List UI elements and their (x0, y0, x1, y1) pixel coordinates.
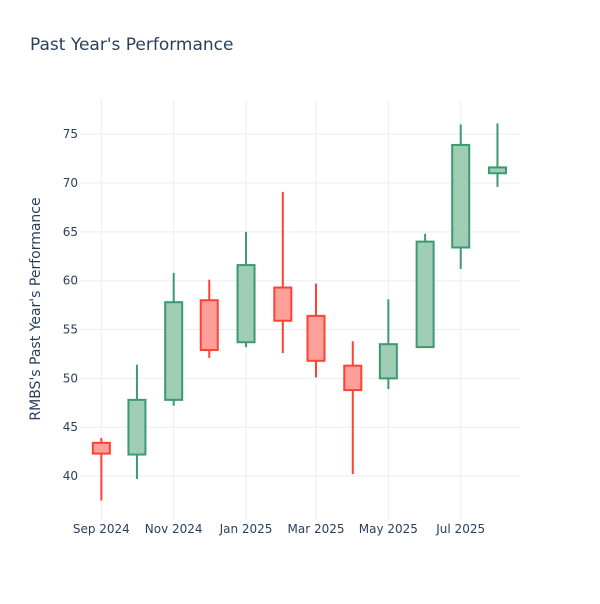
y-tick-label: 45 (63, 420, 78, 434)
candle-body (164, 301, 184, 401)
candle-body (378, 343, 398, 380)
candle-body (273, 286, 293, 322)
x-tick-label: May 2025 (359, 522, 418, 536)
candle-increasing (487, 123, 507, 187)
candle-body (199, 299, 219, 352)
candle-increasing (415, 233, 435, 349)
y-tick-label: 75 (63, 127, 78, 141)
x-tick-label: Jul 2025 (435, 522, 485, 536)
y-tick-label: 65 (63, 225, 78, 239)
candle-body (343, 364, 363, 392)
chart-title: Past Year's Performance (30, 35, 234, 55)
candle-increasing (378, 299, 398, 390)
candle-decreasing (273, 191, 293, 353)
candle-body (91, 441, 111, 455)
candle-body (415, 240, 435, 349)
candle-decreasing (91, 437, 111, 501)
candle-increasing (236, 231, 256, 348)
candle-decreasing (199, 279, 219, 358)
candle-decreasing (343, 341, 363, 475)
x-tick-label: Mar 2025 (288, 522, 345, 536)
x-tick-label: Jan 2025 (219, 522, 273, 536)
candle-increasing (451, 124, 471, 269)
candle-increasing (164, 272, 184, 406)
candle-body (306, 314, 326, 362)
y-tick-label: 40 (63, 469, 78, 483)
x-tick-label: Nov 2024 (145, 522, 203, 536)
candle-increasing (127, 364, 147, 479)
y-tick-label: 55 (63, 323, 78, 337)
candle-body (127, 398, 147, 456)
candle-body (236, 264, 256, 344)
candle-decreasing (306, 283, 326, 378)
candles (91, 123, 507, 501)
x-axis-ticks: Sep 2024 Nov 2024 Jan 2025 Mar 2025 May 2025… (73, 522, 485, 536)
x-tick-label: Sep 2024 (73, 522, 130, 536)
y-tick-label: 50 (63, 371, 78, 385)
y-axis-ticks: 40 45 50 55 60 65 70 75 (63, 127, 78, 483)
candle-body (451, 143, 471, 249)
y-axis-title: RMBS's Past Year's Performance (28, 197, 44, 420)
y-tick-label: 60 (63, 274, 78, 288)
y-tick-label: 70 (63, 176, 78, 190)
candle-body (487, 166, 507, 175)
